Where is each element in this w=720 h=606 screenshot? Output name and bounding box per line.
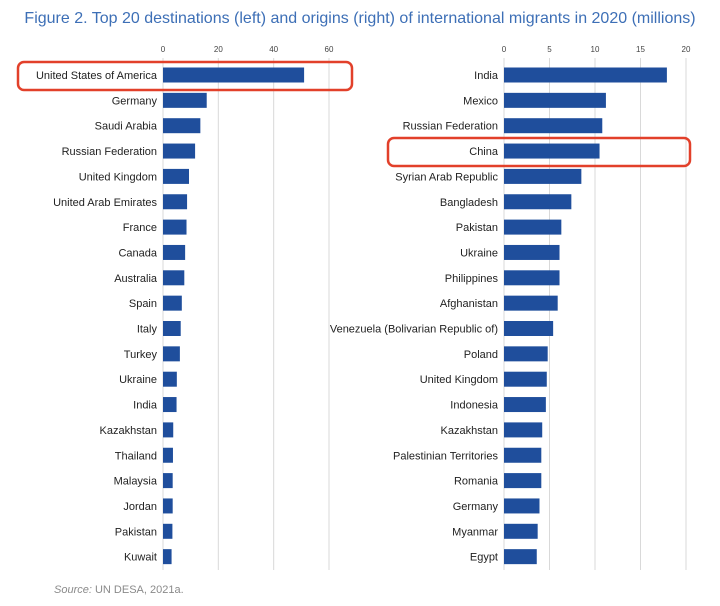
bar xyxy=(504,219,562,235)
category-label: Mexico xyxy=(463,95,498,107)
category-label: Spain xyxy=(129,298,157,310)
bar xyxy=(163,371,177,387)
bar xyxy=(504,498,540,514)
x-tick-label: 20 xyxy=(682,45,691,54)
category-label: Romania xyxy=(454,476,499,488)
category-label: Kazakhstan xyxy=(100,425,157,437)
bar xyxy=(163,244,186,260)
bar xyxy=(163,523,173,539)
category-label: Philippines xyxy=(445,273,499,285)
bar xyxy=(504,194,572,210)
bar xyxy=(163,447,173,463)
category-label: Indonesia xyxy=(450,400,499,412)
category-label: Thailand xyxy=(115,450,157,462)
x-tick-label: 20 xyxy=(214,45,223,54)
x-tick-label: 0 xyxy=(502,45,507,54)
bar xyxy=(504,321,554,336)
bar xyxy=(504,371,547,387)
bar xyxy=(163,194,188,210)
category-label: United Arab Emirates xyxy=(53,197,157,209)
bar xyxy=(163,422,174,438)
bar xyxy=(163,295,182,311)
bar xyxy=(163,219,187,235)
category-label: France xyxy=(123,222,157,234)
source-label: Source: xyxy=(54,584,92,596)
category-label: Poland xyxy=(464,349,498,361)
bar xyxy=(163,549,172,565)
bar xyxy=(163,92,207,108)
bar xyxy=(163,473,173,489)
bar xyxy=(504,67,667,83)
x-tick-label: 40 xyxy=(269,45,278,54)
category-label: Egypt xyxy=(470,552,498,564)
category-label: Malaysia xyxy=(114,476,158,488)
bar xyxy=(504,118,603,134)
bar xyxy=(504,143,600,159)
category-label: Ukraine xyxy=(460,247,498,259)
category-label: Italy xyxy=(137,324,158,336)
highlight-box xyxy=(16,60,354,92)
bar xyxy=(163,397,177,413)
category-label: India xyxy=(474,70,499,82)
category-label: Ukraine xyxy=(119,374,157,386)
category-label: Russian Federation xyxy=(62,146,157,158)
bar xyxy=(504,168,582,184)
category-label: Germany xyxy=(112,95,158,107)
category-label: Canada xyxy=(118,247,157,259)
category-label: Saudi Arabia xyxy=(95,121,158,133)
category-label: Myanmar xyxy=(452,526,498,538)
highlight-box xyxy=(386,136,692,168)
category-label: Venezuela (Bolivarian Republic of) xyxy=(330,324,498,336)
bar xyxy=(504,549,537,565)
category-label: United Kingdom xyxy=(79,171,157,183)
bar xyxy=(163,168,190,184)
category-label: Kuwait xyxy=(124,552,157,564)
bar xyxy=(163,346,180,362)
bar xyxy=(163,67,305,83)
category-label: Afghanistan xyxy=(440,298,498,310)
category-label: India xyxy=(133,400,158,412)
chart-panel-left: 0 20 40 60 United States of America Germany Sa… xyxy=(16,45,354,570)
bar xyxy=(504,92,606,108)
bar xyxy=(504,422,543,438)
bar xyxy=(504,447,542,463)
category-label: Germany xyxy=(453,501,499,513)
bar xyxy=(504,473,542,489)
bar xyxy=(504,346,548,362)
x-tick-label: 10 xyxy=(591,45,600,54)
category-label: Bangladesh xyxy=(440,197,498,209)
bar xyxy=(504,270,560,286)
category-label: United Kingdom xyxy=(420,374,498,386)
bar xyxy=(504,244,560,260)
category-label: Palestinian Territories xyxy=(393,450,498,462)
x-tick-label: 15 xyxy=(636,45,645,54)
category-label: Jordan xyxy=(123,501,157,513)
chart-panel-right: 0 5 10 15 20 India Mexico Russian Federation Chi… xyxy=(330,45,692,570)
category-label: Pakistan xyxy=(456,222,498,234)
bar xyxy=(163,321,181,336)
source-note: Source: UN DESA, 2021a. xyxy=(54,584,184,596)
bar xyxy=(163,118,201,134)
bar xyxy=(504,295,558,311)
bar xyxy=(504,523,538,539)
figure-title: Figure 2. Top 20 destinations (left) and… xyxy=(24,10,696,27)
category-label: Pakistan xyxy=(115,526,157,538)
source-text: UN DESA, 2021a. xyxy=(94,584,184,596)
category-label: Russian Federation xyxy=(403,121,498,133)
category-label: Kazakhstan xyxy=(441,425,498,437)
x-tick-label: 60 xyxy=(325,45,334,54)
category-label: Australia xyxy=(114,273,158,285)
category-label: Turkey xyxy=(124,349,158,361)
bar xyxy=(163,498,173,514)
category-label: United States of America xyxy=(36,70,158,82)
x-tick-label: 5 xyxy=(547,45,552,54)
bar xyxy=(163,270,185,286)
bar xyxy=(163,143,196,159)
x-tick-label: 0 xyxy=(161,45,166,54)
bar xyxy=(504,397,546,413)
category-label: China xyxy=(469,146,499,158)
category-label: Syrian Arab Republic xyxy=(395,171,498,183)
